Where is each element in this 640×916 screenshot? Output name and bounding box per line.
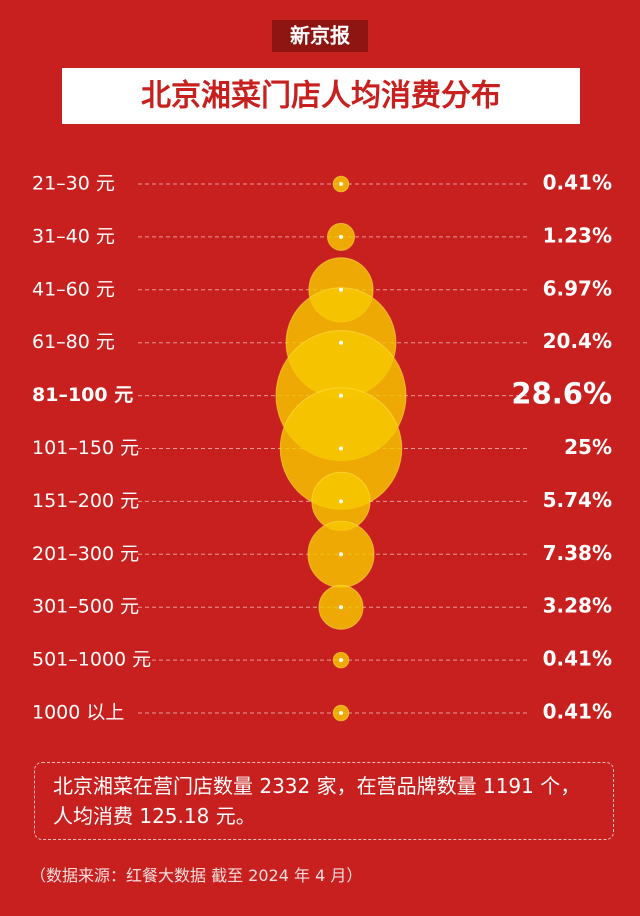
bubble-center	[339, 182, 343, 186]
bubble-center	[339, 234, 343, 239]
brand-bg	[272, 20, 368, 52]
value-label: 1.23%	[543, 223, 612, 247]
category-label: 301–500 元	[32, 596, 139, 618]
category-label: 1000 以上	[32, 702, 124, 724]
category-label: 21–30 元	[32, 173, 115, 195]
brand: 新京报	[290, 24, 350, 48]
value-label: 6.97%	[543, 276, 612, 300]
category-label: 201–300 元	[32, 543, 139, 565]
title-bg	[62, 68, 580, 124]
note: 北京湘菜在营门店数量 2332 家，在营品牌数量 1191 个，人均消费 125…	[34, 762, 614, 840]
value-label: 7.38%	[543, 541, 612, 565]
source: （数据来源：红餐大数据 截至 2024 年 4 月）	[30, 866, 363, 885]
bubble-center	[339, 711, 343, 715]
bubble-center	[339, 552, 343, 557]
bubble-center	[339, 446, 343, 451]
value-label: 0.41%	[543, 647, 612, 671]
value-label: 20.4%	[543, 329, 612, 353]
category-label: 41–60 元	[32, 278, 115, 300]
bubble-center	[339, 287, 343, 292]
chart-title: 北京湘菜门店人均消费分布	[141, 79, 501, 114]
bubble-center	[339, 605, 343, 610]
category-label: 501–1000 元	[32, 649, 151, 671]
value-label: 25%	[564, 435, 612, 459]
bubble-center	[339, 658, 343, 663]
bubble-center	[339, 340, 343, 345]
category-label: 151–200 元	[32, 490, 139, 512]
bubbles	[275, 175, 407, 722]
category-label: 101–150 元	[32, 437, 139, 459]
bubble-center	[339, 393, 343, 398]
bubble-center	[339, 499, 343, 504]
category-label: 81–100 元	[32, 384, 133, 406]
value-label: 0.41%	[543, 700, 612, 724]
value-label: 3.28%	[543, 594, 612, 618]
value-label: 5.74%	[543, 488, 612, 512]
category-label: 31–40 元	[32, 225, 115, 247]
value-label: 0.41%	[543, 171, 612, 195]
value-label: 28.6%	[511, 377, 612, 411]
category-label: 61–80 元	[32, 331, 115, 353]
